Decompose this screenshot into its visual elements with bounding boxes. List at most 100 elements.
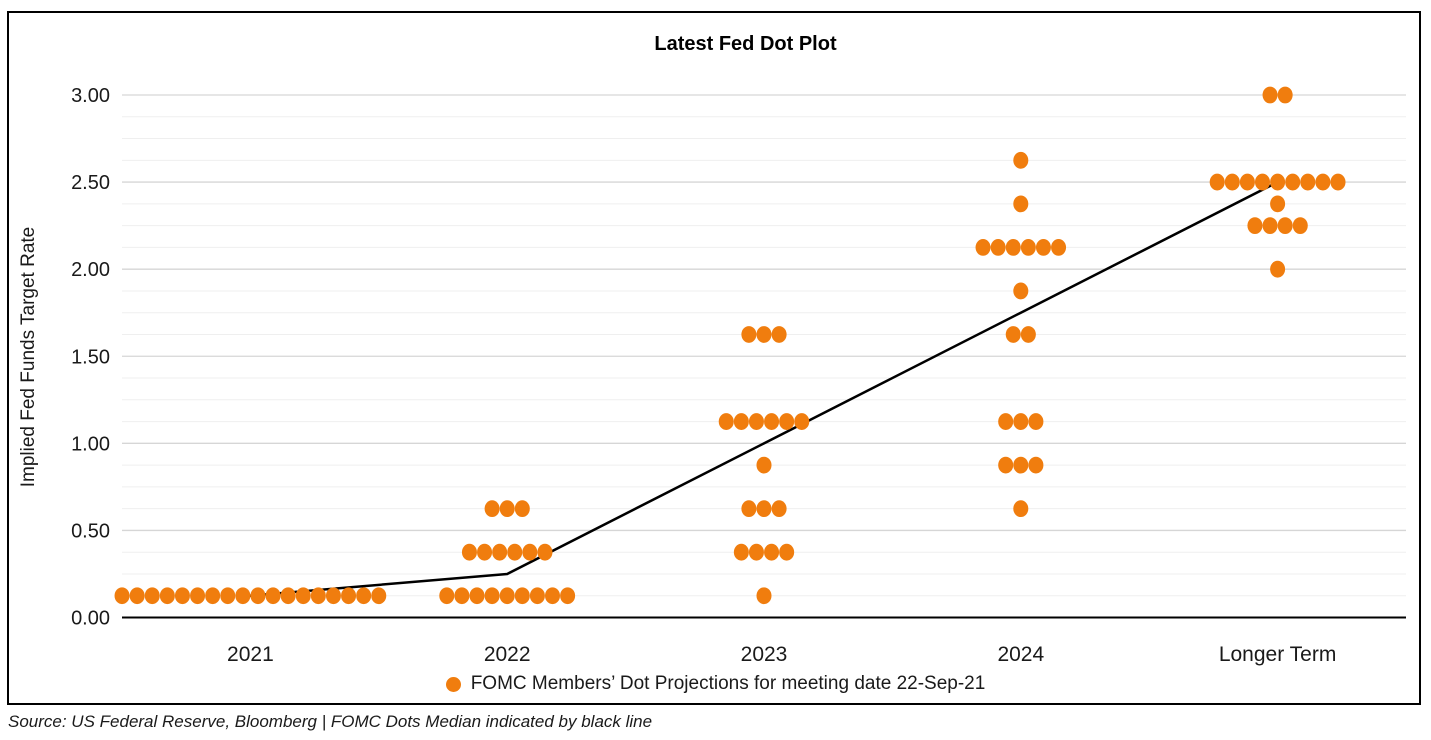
fomc-dot (975, 238, 991, 256)
fomc-dot (1028, 413, 1044, 430)
fomc-dot (1051, 238, 1067, 256)
fomc-dot (998, 456, 1014, 474)
y-tick-label: 3.00 (71, 85, 110, 107)
fomc-dot (174, 587, 190, 605)
fomc-dot (779, 543, 795, 561)
fomc-dot (439, 587, 455, 605)
fomc-dot (1005, 238, 1021, 256)
fomc-dot (1315, 173, 1331, 191)
fomc-dot (1255, 173, 1270, 191)
fomc-dot (741, 500, 757, 518)
chart-title: Latest Fed Dot Plot (654, 33, 837, 55)
fomc-dot (756, 326, 772, 343)
y-tick-label: 1.00 (71, 433, 110, 455)
fomc-dot (1013, 456, 1029, 474)
fomc-dot (492, 543, 508, 561)
fomc-dot (356, 587, 372, 605)
fomc-dot (560, 587, 576, 605)
fomc-dot (235, 587, 251, 605)
fomc-dot (1013, 195, 1029, 213)
x-category-label: Longer Term (1219, 643, 1337, 666)
fomc-dot (1300, 173, 1316, 191)
fomc-dot (756, 587, 772, 605)
fomc-dot (779, 413, 795, 430)
x-category-label: 2022 (484, 643, 531, 666)
fomc-dot (1028, 456, 1044, 474)
fomc-dot (1013, 151, 1029, 169)
fomc-dot (733, 413, 749, 430)
fomc-dot (514, 587, 530, 605)
fomc-dot (1224, 173, 1240, 191)
x-category-label: 2024 (997, 643, 1044, 666)
fomc-dot (1262, 86, 1278, 104)
fomc-dot (718, 413, 734, 430)
fomc-dot (1035, 238, 1051, 256)
fomc-dot (454, 587, 470, 605)
source-note: Source: US Federal Reserve, Bloomberg | … (8, 712, 653, 731)
x-category-label: 2023 (741, 643, 788, 666)
fomc-dot (748, 413, 764, 430)
fomc-dot (461, 543, 477, 561)
fomc-dot (190, 587, 206, 605)
fomc-dot (144, 587, 160, 605)
fomc-dot (1330, 173, 1346, 191)
legend: FOMC Members’ Dot Projections for meetin… (0, 671, 1431, 697)
fomc-dot (129, 587, 145, 605)
fomc-dot (1292, 217, 1308, 235)
fomc-dot (1020, 326, 1036, 343)
x-category-label: 2021 (227, 643, 274, 666)
fomc-dot (341, 587, 357, 605)
legend-label: FOMC Members’ Dot Projections for meetin… (470, 673, 986, 694)
fomc-dot (499, 500, 515, 518)
fomc-dot (265, 587, 281, 605)
fomc-dot (295, 587, 311, 605)
fomc-dot (771, 500, 787, 518)
fomc-dot (733, 543, 749, 561)
fomc-dot (1013, 413, 1029, 430)
fomc-dot (1013, 500, 1029, 518)
legend-dot-marker-icon (445, 676, 461, 692)
fomc-dot (756, 500, 772, 518)
fomc-dot (325, 587, 341, 605)
y-tick-label: 2.00 (71, 259, 110, 281)
y-tick-label: 1.50 (71, 346, 110, 368)
fomc-dot (220, 587, 236, 605)
fomc-dot (514, 500, 530, 518)
median-line (249, 180, 1279, 597)
fomc-dot (990, 238, 1006, 256)
fomc-dot (159, 587, 175, 605)
fomc-dot (1277, 86, 1293, 104)
fomc-dot (1270, 173, 1286, 191)
fomc-dot (537, 543, 553, 561)
fomc-dot (280, 587, 296, 605)
fomc-dot (1239, 173, 1255, 191)
fomc-dot (507, 543, 523, 561)
fomc-dot (1020, 238, 1036, 256)
fomc-dot (1013, 282, 1029, 300)
fomc-dot (1247, 217, 1263, 235)
fomc-dot (741, 326, 757, 343)
fomc-dot (484, 500, 500, 518)
fomc-dot (310, 587, 326, 605)
fomc-dot (794, 413, 810, 430)
fomc-dot (477, 543, 493, 561)
y-tick-label: 0.50 (71, 520, 110, 542)
fomc-dot (1005, 326, 1021, 343)
fomc-dot (748, 543, 764, 561)
fomc-dot (114, 587, 130, 605)
fomc-dot (1262, 217, 1278, 235)
fomc-dot (764, 413, 780, 430)
fomc-dot (499, 587, 515, 605)
fomc-dot (764, 543, 780, 561)
fomc-dot (529, 587, 545, 605)
fomc-dot (998, 413, 1014, 430)
fomc-dot (484, 587, 500, 605)
fomc-dot (1270, 195, 1286, 213)
fomc-dot (1209, 173, 1225, 191)
fomc-dot (545, 587, 560, 605)
fomc-dot (469, 587, 485, 605)
fomc-dot (756, 456, 772, 474)
fomc-dot (1270, 260, 1286, 278)
